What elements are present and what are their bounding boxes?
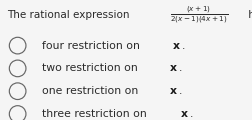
Text: x: x [170, 63, 177, 73]
Text: .: . [179, 86, 183, 96]
Text: x: x [170, 86, 177, 96]
Text: two restriction on: two restriction on [42, 63, 141, 73]
Text: x: x [172, 41, 179, 51]
Text: x: x [181, 109, 188, 119]
Text: has: has [245, 10, 252, 20]
Text: one restriction on: one restriction on [42, 86, 141, 96]
Text: .: . [190, 109, 194, 119]
Text: .: . [179, 63, 182, 73]
Text: four restriction on: four restriction on [42, 41, 143, 51]
Text: three restriction on: three restriction on [42, 109, 150, 119]
Text: $\frac{(x+1)}{2(x-1)(4x+1)}$: $\frac{(x+1)}{2(x-1)(4x+1)}$ [170, 4, 228, 26]
Text: The rational expression: The rational expression [8, 10, 133, 20]
Text: .: . [181, 41, 185, 51]
